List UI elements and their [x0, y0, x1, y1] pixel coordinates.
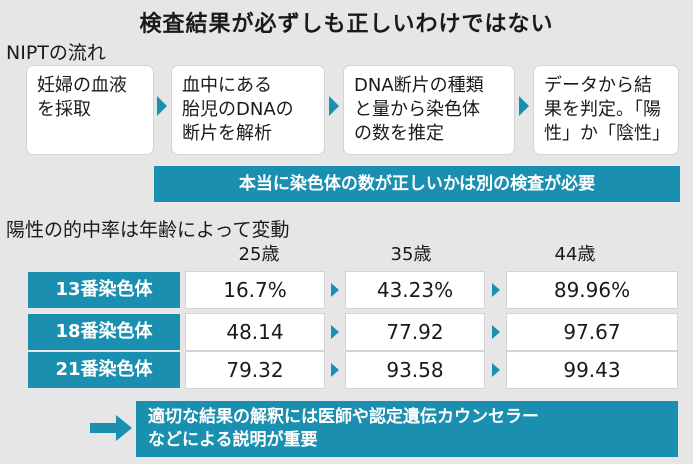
flow-step-2: 血中にある 胎児のDNAの 断片を解析	[172, 66, 324, 154]
cell-arrow	[331, 363, 339, 377]
cell-13-35: 43.23%	[346, 272, 484, 308]
cell-21-25: 79.32	[186, 352, 324, 388]
flow-step-4-line-1: データから結	[544, 75, 652, 96]
cell-18-25: 48.14	[186, 314, 324, 350]
flow-step-4-line-3: 性」か「陰性」	[544, 123, 670, 144]
conclusion-arrow-icon	[90, 415, 132, 441]
flow-step-2-line-1: 血中にある	[182, 75, 272, 96]
flow-arrow-2	[329, 96, 339, 116]
flow-note: 本当に染色体の数が正しいかは別の検査が必要	[154, 166, 680, 202]
rates-heading: 陽性の的中率は年齢によって変動	[6, 219, 290, 241]
flow-step-4-line-2: 果を判定。「陽	[544, 99, 661, 120]
flow-step-3: DNA断片の種類 と量から染色体 の数を推定	[344, 66, 514, 154]
cell-arrow	[492, 363, 500, 377]
row-label-21: 21番染色体	[28, 352, 180, 388]
flow-step-2-line-2: 胎児のDNAの	[182, 99, 294, 120]
cell-13-25: 16.7%	[186, 272, 324, 308]
flow-step-1: 妊婦の血液 を採取	[27, 66, 153, 154]
flow-step-3-line-3: の数を推定	[354, 123, 444, 144]
conclusion-line-2: などによる説明が重要	[148, 430, 318, 450]
flow-step-3-line-2: と量から染色体	[354, 99, 480, 120]
flow-step-2-line-3: 断片を解析	[182, 123, 272, 144]
cell-arrow	[331, 325, 339, 339]
cell-arrow	[492, 325, 500, 339]
cell-13-44: 89.96%	[507, 272, 677, 308]
age-header-25: 25歳	[238, 244, 280, 265]
flow-step-1-line-2: を採取	[37, 99, 91, 120]
flow-step-3-line-1: DNA断片の種類	[354, 75, 484, 96]
cell-arrow	[331, 283, 339, 297]
flow-step-1-line-1: 妊婦の血液	[37, 75, 127, 96]
cell-arrow	[492, 283, 500, 297]
row-label-13: 13番染色体	[28, 272, 180, 308]
flow-arrow-3	[519, 96, 529, 116]
cell-21-35: 93.58	[346, 352, 484, 388]
flow-arrow-1	[157, 96, 167, 116]
flow-step-4: データから結 果を判定。「陽 性」か「陰性」	[534, 66, 678, 154]
cell-18-35: 77.92	[346, 314, 484, 350]
cell-18-44: 97.67	[507, 314, 677, 350]
age-header-44: 44歳	[554, 244, 596, 265]
age-header-35: 35歳	[390, 244, 432, 265]
cell-21-44: 99.43	[507, 352, 677, 388]
conclusion-box: 適切な結果の解釈には医師や認定遺伝カウンセラー などによる説明が重要	[136, 401, 678, 457]
row-label-18: 18番染色体	[28, 314, 180, 350]
page-title: 検査結果が必ずしも正しいわけではない	[139, 12, 554, 37]
conclusion-line-1: 適切な結果の解釈には医師や認定遺伝カウンセラー	[148, 407, 539, 427]
flow-heading: NIPTの流れ	[6, 42, 106, 64]
